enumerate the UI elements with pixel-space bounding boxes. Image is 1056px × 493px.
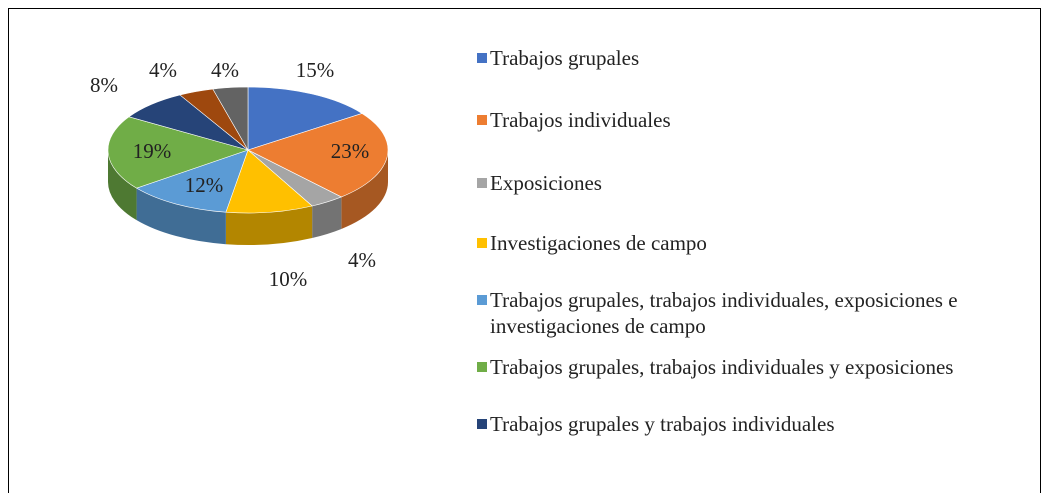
legend-item: Investigaciones de campo [477,230,977,256]
slice [107,116,250,189]
legend-swatch [477,362,487,372]
legend-label: Trabajos grupales y trabajos individuale… [490,412,835,436]
legend-item: Trabajos grupales [477,45,977,71]
data-label: 4% [149,58,177,82]
legend-label: Trabajos grupales, trabajos individuales… [490,288,958,338]
data-label: 19% [133,139,172,163]
data-label: 4% [211,58,239,82]
slice-side [108,150,137,221]
legend-label: Trabajos grupales, trabajos individuales… [490,355,954,379]
legend-label: Trabajos grupales [490,46,640,70]
slice-side [341,150,388,229]
data-label: 15% [296,58,335,82]
legend-swatch [477,295,487,305]
legend-label: Exposiciones [490,171,602,195]
slice-side [312,196,342,238]
data-label: 10% [269,267,308,291]
frame [8,8,1041,493]
legend-swatch [477,53,487,63]
data-label: 12% [185,173,224,197]
legend-item: Trabajos grupales, trabajos individuales… [477,354,977,380]
legend-label: Trabajos individuales [490,108,671,132]
legend-swatch [477,115,487,125]
slice [135,149,249,213]
slice-side [136,188,226,245]
legend-item: Trabajos individuales [477,107,977,133]
legend-swatch [477,419,487,429]
slice-side [225,205,313,246]
legend-label: Investigaciones de campo [490,231,707,255]
slice [212,86,249,152]
legend-item: Exposiciones [477,170,977,196]
legend-swatch [477,238,487,248]
legend-item: Trabajos grupales y trabajos individuale… [477,411,977,437]
legend-item: Trabajos grupales, trabajos individuales… [477,287,977,339]
slice [247,86,363,151]
slice [247,113,389,198]
legend-swatch [477,178,487,188]
data-label: 23% [331,139,370,163]
slice [225,149,313,214]
data-label: 4% [348,248,376,272]
data-label: 8% [90,73,118,97]
